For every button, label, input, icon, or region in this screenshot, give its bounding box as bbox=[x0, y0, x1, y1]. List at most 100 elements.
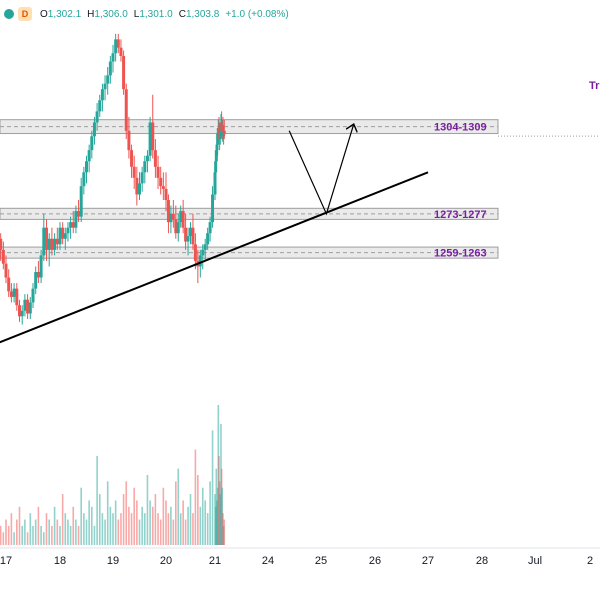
volume-bar bbox=[37, 506, 40, 545]
volume-bar bbox=[204, 500, 206, 545]
low-value: 1,301.0 bbox=[139, 8, 173, 20]
candle-body bbox=[164, 188, 168, 200]
candle-body bbox=[218, 128, 222, 140]
volume-bar bbox=[59, 525, 61, 545]
candle-body bbox=[206, 233, 210, 245]
volume-bar bbox=[83, 513, 85, 545]
candle-body bbox=[111, 53, 115, 62]
volume-bar bbox=[0, 525, 2, 545]
candle-body bbox=[119, 47, 123, 56]
volume-bar bbox=[61, 494, 64, 545]
candle-body bbox=[215, 144, 219, 151]
close-value: 1,303.8 bbox=[185, 8, 220, 20]
volume-bar bbox=[184, 519, 187, 545]
candle-body bbox=[213, 172, 217, 195]
volume-bar bbox=[144, 513, 146, 545]
volume-bar bbox=[172, 519, 175, 545]
candle-body bbox=[50, 238, 54, 250]
volume-bar bbox=[75, 519, 77, 545]
candle-body bbox=[124, 89, 128, 131]
volume-bar bbox=[51, 525, 53, 545]
volume-bar bbox=[149, 500, 151, 545]
volume-bar bbox=[182, 500, 184, 545]
volume-bar bbox=[151, 506, 154, 545]
candle-body bbox=[15, 288, 19, 306]
candle-body bbox=[166, 200, 170, 223]
candle-body bbox=[4, 263, 8, 278]
candle-body bbox=[193, 244, 197, 261]
candle-body bbox=[198, 255, 202, 267]
x-tick-label: 18 bbox=[54, 555, 66, 567]
volume-bar bbox=[146, 475, 149, 545]
volume-bar bbox=[165, 500, 167, 545]
volume-bar bbox=[206, 513, 209, 545]
x-tick-label: 17 bbox=[0, 555, 12, 567]
volume-bar bbox=[162, 487, 165, 545]
volume-bar bbox=[154, 494, 157, 545]
volume-bar bbox=[43, 532, 45, 545]
volume-bar bbox=[167, 513, 170, 545]
x-tick-label: 26 bbox=[369, 555, 381, 567]
x-tick-label: 28 bbox=[476, 555, 488, 567]
volume-bar bbox=[112, 513, 114, 545]
candle-body bbox=[156, 166, 160, 178]
candle-body bbox=[208, 222, 212, 234]
volume-bar bbox=[26, 532, 29, 545]
candle-body bbox=[92, 122, 96, 137]
candle-body bbox=[0, 238, 3, 250]
volume-bar bbox=[7, 525, 10, 545]
volume-bar bbox=[77, 525, 80, 545]
volume-bar bbox=[96, 455, 98, 545]
candle-body bbox=[179, 211, 183, 223]
candle-body bbox=[69, 222, 73, 228]
candle-body bbox=[114, 39, 118, 54]
volume-bar bbox=[101, 513, 104, 545]
x-tick-label: 27 bbox=[422, 555, 434, 567]
candle-body bbox=[7, 277, 11, 292]
volume-bar bbox=[24, 519, 26, 545]
volume-bar bbox=[189, 494, 192, 545]
volume-bar bbox=[32, 525, 34, 545]
candle-body bbox=[20, 310, 24, 317]
zone-2 bbox=[0, 246, 499, 259]
high-value: 1,306.0 bbox=[94, 8, 128, 20]
x-tick-label: 19 bbox=[107, 555, 119, 567]
volume-bar bbox=[80, 487, 82, 545]
volume-bar bbox=[10, 513, 13, 545]
candle-body bbox=[127, 130, 131, 151]
volume-bar bbox=[159, 519, 162, 545]
corner-text: Tr bbox=[589, 80, 600, 92]
volume-bar bbox=[141, 506, 143, 545]
volume-bar bbox=[136, 500, 138, 545]
volume-bar bbox=[88, 500, 90, 545]
volume-bar bbox=[128, 506, 130, 545]
zone-0 bbox=[0, 119, 499, 135]
candle-body bbox=[31, 288, 35, 303]
open-value: 1,302.1 bbox=[47, 8, 82, 20]
candle-body bbox=[28, 302, 32, 314]
volume-bar bbox=[201, 487, 204, 545]
volume-bar bbox=[117, 519, 120, 545]
candle-body bbox=[26, 299, 30, 314]
volume-bar bbox=[106, 481, 109, 545]
candle-body bbox=[100, 89, 104, 101]
volume-bar bbox=[29, 513, 32, 545]
volume-bar bbox=[194, 449, 197, 545]
trendline bbox=[0, 171, 429, 344]
volume-bar bbox=[223, 519, 226, 545]
volume-bar bbox=[125, 481, 128, 545]
candle-body bbox=[161, 186, 165, 189]
interval-badge[interactable]: D bbox=[18, 7, 32, 21]
candle-body bbox=[95, 111, 99, 123]
volume-bar bbox=[104, 519, 106, 545]
candle-body bbox=[214, 150, 218, 162]
volume-bar bbox=[2, 532, 5, 545]
volume-bar bbox=[98, 494, 101, 545]
volume-bar bbox=[114, 500, 117, 545]
candle-body bbox=[90, 136, 94, 151]
candle-body bbox=[122, 56, 126, 90]
candle-body bbox=[171, 213, 175, 220]
candle-body bbox=[71, 222, 75, 228]
candle-body bbox=[55, 238, 59, 245]
